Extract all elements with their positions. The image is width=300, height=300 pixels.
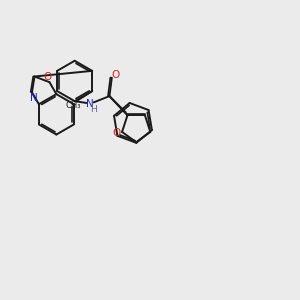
Text: H: H — [91, 105, 98, 114]
Text: N: N — [30, 93, 37, 103]
Text: CH₃: CH₃ — [66, 100, 81, 109]
Text: N: N — [86, 99, 94, 109]
Text: O: O — [111, 70, 119, 80]
Text: O: O — [112, 128, 120, 138]
Text: O: O — [44, 72, 52, 82]
